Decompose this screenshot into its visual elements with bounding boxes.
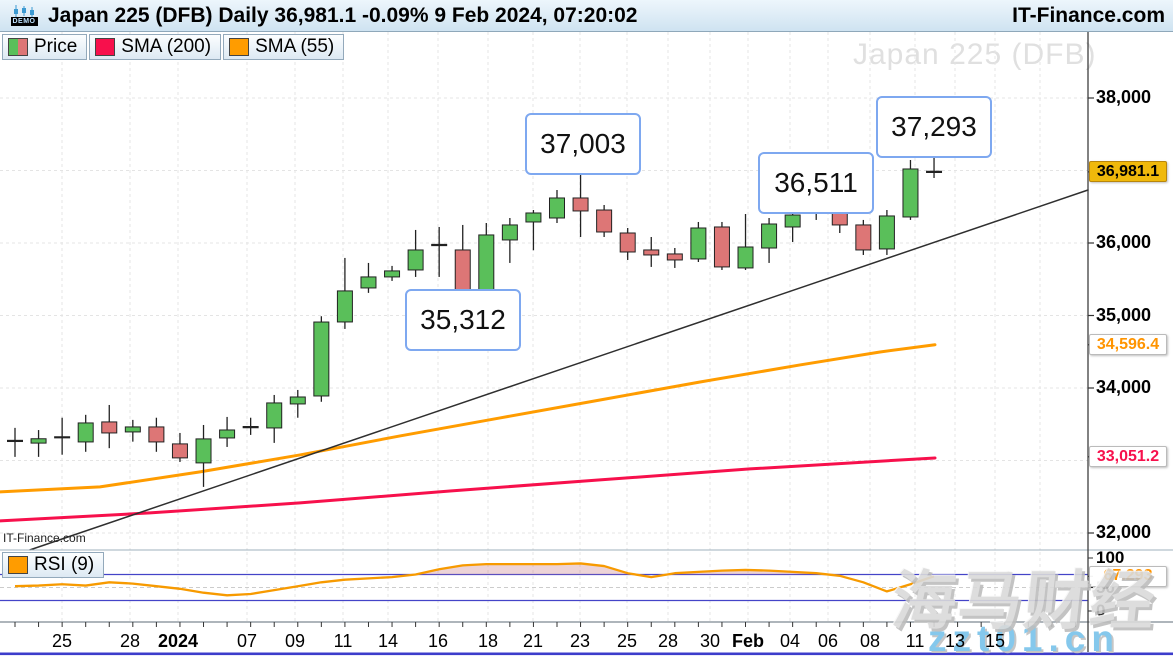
price-annotation[interactable]: 37,293 bbox=[876, 96, 992, 158]
legend-swatch-sma200-icon bbox=[95, 38, 116, 56]
chart-title: Japan 225 (DFB) Daily 36,981.1 -0.09% 9 … bbox=[48, 3, 638, 27]
legend-item-sma55[interactable]: SMA (55) bbox=[223, 34, 345, 60]
demo-badge-icon: DEMO bbox=[8, 5, 40, 26]
watermark-url: zzt01.cn bbox=[928, 618, 1120, 659]
mini-candles-icon bbox=[14, 5, 34, 17]
brand-link[interactable]: IT-Finance.com bbox=[1012, 3, 1165, 27]
legend-item-price[interactable]: Price bbox=[2, 34, 88, 60]
price-annotation[interactable]: 35,312 bbox=[405, 289, 521, 351]
title-bar: DEMO Japan 225 (DFB) Daily 36,981.1 -0.0… bbox=[0, 0, 1173, 32]
legend-label: Price bbox=[34, 36, 78, 57]
demo-label: DEMO bbox=[10, 17, 38, 26]
price-annotation[interactable]: 37,003 bbox=[525, 113, 641, 175]
legend-label: RSI (9) bbox=[34, 554, 95, 575]
legend-swatch-rsi-icon bbox=[8, 556, 28, 574]
watermark-symbol: Japan 225 (DFB) bbox=[853, 38, 1097, 71]
legend-label: SMA (200) bbox=[121, 36, 212, 57]
watermark-cn: 海马财经 bbox=[888, 565, 1161, 637]
price-legend: Price SMA (200) SMA (55) bbox=[2, 34, 345, 60]
legend-swatch-price-icon bbox=[8, 38, 28, 56]
legend-swatch-sma55-icon bbox=[229, 38, 250, 56]
rsi-legend: RSI (9) bbox=[2, 552, 105, 578]
price-annotation[interactable]: 36,511 bbox=[758, 152, 874, 214]
legend-item-rsi[interactable]: RSI (9) bbox=[2, 552, 105, 578]
legend-label: SMA (55) bbox=[255, 36, 335, 57]
watermark-sitename: IT-Finance.com bbox=[3, 531, 86, 545]
legend-item-sma200[interactable]: SMA (200) bbox=[89, 34, 222, 60]
